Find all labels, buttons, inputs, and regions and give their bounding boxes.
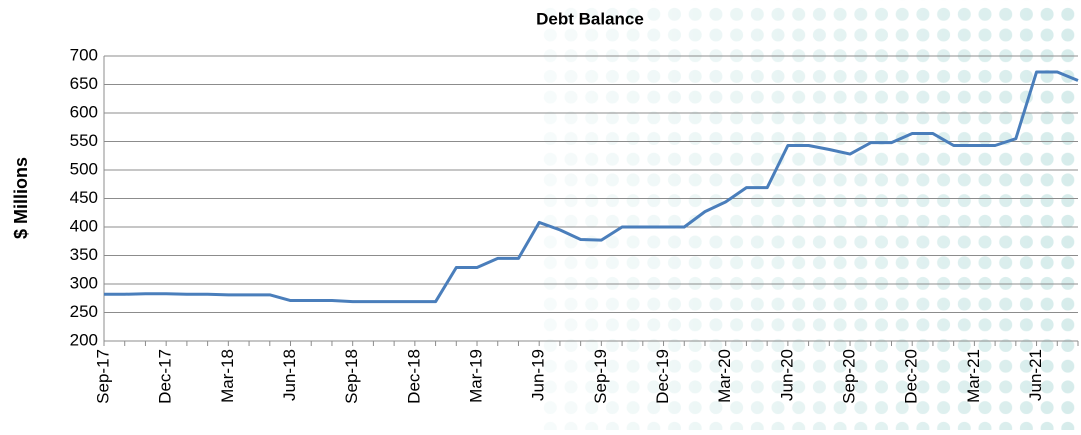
- y-tick-label: 250: [70, 302, 98, 321]
- background-pattern: [540, 0, 1081, 430]
- x-tick-label: Jun-19: [529, 349, 548, 401]
- y-tick-label: 450: [70, 188, 98, 207]
- y-tick-label: 550: [70, 131, 98, 150]
- y-tick-label: 350: [70, 245, 98, 264]
- x-tick-label: Sep-18: [342, 349, 361, 404]
- y-tick-label: 400: [70, 216, 98, 235]
- x-tick-label: Sep-17: [93, 349, 112, 404]
- y-tick-label: 300: [70, 273, 98, 292]
- x-tick-label: Mar-19: [467, 349, 486, 403]
- y-tick-label: 600: [70, 102, 98, 121]
- x-tick-label: Dec-18: [404, 349, 423, 404]
- x-tick-label: Jun-20: [777, 349, 796, 401]
- y-tick-label: 700: [70, 45, 98, 64]
- x-tick-label: Sep-19: [591, 349, 610, 404]
- x-tick-label: Sep-20: [840, 349, 859, 404]
- x-tick-label: Mar-21: [964, 349, 983, 403]
- x-tick-label: Dec-20: [902, 349, 921, 404]
- chart: Debt Balance $ Millions 200 250 300 350 400 4…: [0, 0, 1081, 430]
- x-tick-label: Jun-18: [280, 349, 299, 401]
- x-tick-label: Jun-21: [1026, 349, 1045, 401]
- y-tick-label: 500: [70, 159, 98, 178]
- chart-title: Debt Balance: [536, 9, 644, 28]
- y-tick-label: 200: [70, 330, 98, 349]
- x-tick-label: Mar-20: [715, 349, 734, 403]
- x-tick-label: Dec-17: [156, 349, 175, 404]
- y-tick-label: 650: [70, 74, 98, 93]
- x-tick-label: Mar-18: [218, 349, 237, 403]
- y-axis-label: $ Millions: [11, 157, 31, 239]
- x-tick-label: Dec-19: [653, 349, 672, 404]
